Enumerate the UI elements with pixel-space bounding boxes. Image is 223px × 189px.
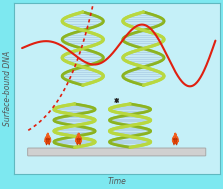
Polygon shape [109,115,151,126]
Polygon shape [109,104,151,115]
Ellipse shape [45,136,51,144]
Ellipse shape [76,136,81,144]
Ellipse shape [48,139,49,140]
Polygon shape [54,115,95,126]
Polygon shape [62,67,103,85]
Polygon shape [62,49,103,67]
Polygon shape [123,30,164,49]
Y-axis label: Surface-bound DNA: Surface-bound DNA [4,51,12,126]
Polygon shape [54,136,95,147]
Polygon shape [123,12,164,30]
Polygon shape [45,133,51,142]
Polygon shape [54,126,95,136]
Ellipse shape [46,139,47,140]
Ellipse shape [174,139,175,140]
Ellipse shape [79,139,80,140]
Polygon shape [62,12,103,30]
Polygon shape [173,133,178,142]
Polygon shape [62,30,103,49]
Polygon shape [123,67,164,85]
Polygon shape [76,133,81,142]
Ellipse shape [173,136,178,144]
Polygon shape [109,136,151,147]
Ellipse shape [77,139,78,140]
Polygon shape [109,126,151,136]
Ellipse shape [176,139,177,140]
Polygon shape [123,49,164,67]
Polygon shape [54,104,95,115]
X-axis label: Time: Time [107,177,126,186]
FancyBboxPatch shape [28,148,206,156]
